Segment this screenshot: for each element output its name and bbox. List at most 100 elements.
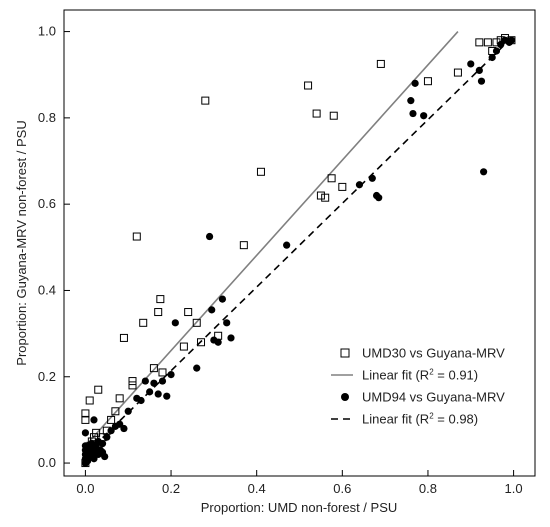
legend-label-text: UMD94 vs Guyana-MRV bbox=[362, 390, 505, 405]
umd94-point bbox=[124, 407, 132, 415]
legend-label-suffix: = 0.91) bbox=[434, 368, 478, 383]
umd30-point bbox=[327, 174, 336, 183]
y-tick-label: 0.0 bbox=[38, 455, 56, 470]
umd94-point bbox=[150, 379, 158, 387]
umd94-point bbox=[480, 168, 488, 176]
umd30-point bbox=[156, 295, 165, 304]
x-tick-label: 0.2 bbox=[162, 481, 180, 496]
umd94-point bbox=[137, 396, 145, 405]
umd30-point bbox=[85, 396, 94, 405]
y-tick-label: 1.0 bbox=[38, 24, 56, 39]
umd94-point bbox=[227, 334, 235, 342]
legend-label-suffix: = 0.98) bbox=[434, 412, 478, 427]
x-tick-label: 1.0 bbox=[505, 481, 523, 496]
umd94-point bbox=[507, 36, 516, 44]
fit-line-umd30 bbox=[84, 31, 459, 447]
umd30-point bbox=[376, 59, 385, 68]
umd94-point bbox=[171, 319, 179, 327]
umd94-point bbox=[411, 79, 419, 87]
umd94-point bbox=[90, 416, 98, 424]
umd94-point bbox=[355, 181, 364, 189]
umd30-point bbox=[128, 377, 137, 386]
x-axis-title: Proportion: UMD non-forest / PSU bbox=[201, 500, 398, 515]
legend-label: UMD94 vs Guyana-MRV bbox=[362, 390, 505, 405]
legend-label-superscript: 2 bbox=[429, 412, 434, 421]
umd94-point bbox=[208, 306, 216, 314]
umd30-point bbox=[94, 385, 103, 394]
y-tick-label: 0.4 bbox=[38, 282, 56, 297]
umd94-point bbox=[205, 232, 214, 241]
umd30-point bbox=[423, 77, 432, 86]
umd94-point bbox=[193, 364, 201, 372]
umd94-point bbox=[407, 97, 415, 105]
umd30-point bbox=[89, 433, 98, 442]
umd94-point bbox=[409, 109, 417, 118]
umd30-point bbox=[107, 415, 116, 424]
umd30-point bbox=[197, 338, 206, 347]
y-tick-label: 0.2 bbox=[38, 369, 56, 384]
umd30-point bbox=[201, 96, 210, 105]
umd30-point bbox=[184, 308, 193, 317]
legend-label-superscript: 2 bbox=[429, 368, 434, 377]
umd30-point bbox=[483, 38, 492, 47]
umd30-point bbox=[158, 368, 167, 377]
legend-label-text: UMD30 vs Guyana-MRV bbox=[362, 346, 505, 361]
umd30-point bbox=[338, 182, 347, 191]
umd30-point bbox=[329, 111, 338, 120]
y-tick-label: 0.6 bbox=[38, 196, 56, 211]
y-axis: 0.0 0.2 0.4 0.6 0.8 1.0 bbox=[38, 24, 70, 470]
x-tick-label: 0.4 bbox=[248, 481, 266, 496]
umd30-point bbox=[92, 428, 101, 437]
points-layer bbox=[81, 34, 516, 468]
umd30-point bbox=[132, 232, 141, 241]
umd30-point bbox=[304, 81, 313, 90]
umd30-point bbox=[139, 318, 148, 327]
umd94-point bbox=[158, 377, 167, 385]
umd94-point bbox=[477, 77, 486, 85]
umd94-point bbox=[101, 452, 109, 461]
umd94-point bbox=[218, 295, 227, 303]
umd94-point bbox=[103, 433, 111, 441]
y-axis-title: Proportion: Guyana-MRV non-forest / PSU bbox=[14, 120, 29, 365]
x-tick-label: 0.0 bbox=[76, 481, 94, 496]
umd30-point bbox=[149, 364, 158, 373]
x-tick-label: 0.6 bbox=[333, 481, 351, 496]
umd94-point bbox=[98, 440, 107, 448]
umd30-point bbox=[453, 68, 462, 77]
umd30-point bbox=[115, 394, 124, 403]
umd30-point bbox=[119, 333, 128, 342]
y-tick-label: 0.8 bbox=[38, 110, 56, 125]
umd30-point bbox=[128, 381, 137, 390]
legend-label: Linear fit (R2 = 0.98) bbox=[362, 412, 478, 427]
umd94-point bbox=[283, 241, 291, 249]
umd94-point bbox=[120, 424, 128, 433]
umd94-point bbox=[475, 66, 483, 75]
umd94-point bbox=[163, 392, 171, 400]
umd94-point bbox=[214, 338, 222, 346]
umd94-point bbox=[368, 174, 376, 182]
plot-frame bbox=[63, 9, 536, 477]
umd94-point bbox=[146, 388, 154, 396]
x-axis: 0.0 0.2 0.4 0.6 0.8 1.0 bbox=[76, 470, 523, 496]
legend-label-text: Linear fit (R bbox=[362, 412, 429, 427]
umd30-point bbox=[179, 342, 188, 351]
umd30-point bbox=[81, 409, 90, 418]
umd94-point bbox=[492, 47, 501, 55]
legend-label-text: Linear fit (R bbox=[362, 368, 429, 383]
umd94-point bbox=[223, 319, 231, 327]
umd94-point bbox=[141, 377, 149, 385]
umd94-point bbox=[81, 429, 90, 437]
umd30-point bbox=[239, 241, 248, 250]
legend-symbol-umd94 bbox=[341, 393, 349, 401]
umd30-point bbox=[154, 308, 163, 317]
legend-symbol-umd30 bbox=[340, 348, 350, 358]
umd94-point bbox=[375, 194, 383, 202]
umd30-point bbox=[316, 191, 325, 200]
umd94-point bbox=[420, 112, 428, 120]
umd30-point bbox=[475, 38, 484, 47]
umd94-point bbox=[488, 53, 496, 62]
umd94-point bbox=[154, 390, 162, 398]
umd30-point bbox=[111, 407, 120, 416]
